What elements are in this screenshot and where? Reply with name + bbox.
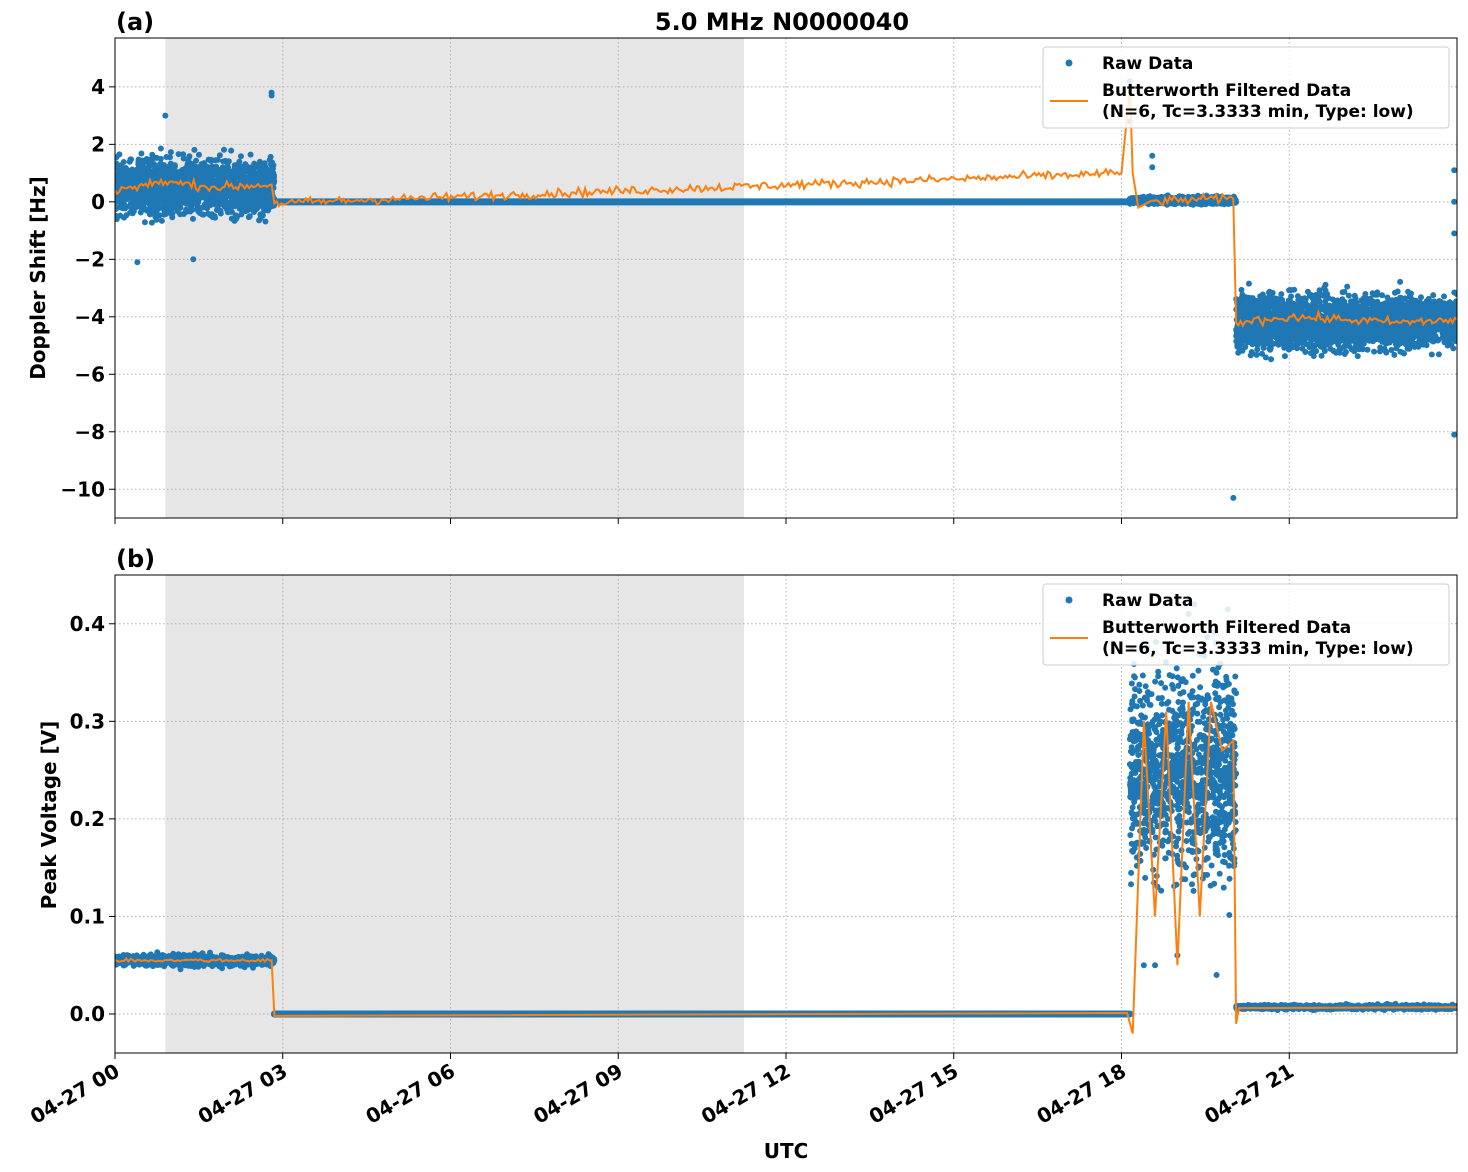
x-tick-label: 04-27 09	[529, 1059, 627, 1129]
panel-b-shaded-region	[165, 575, 745, 1053]
panel-a-y-tick-label: −2	[74, 247, 105, 271]
panel-a-y-tick-label: −10	[60, 477, 105, 501]
panel-b-filtered-line	[115, 701, 1457, 1034]
panel-b-legend-raw-label: Raw Data	[1102, 591, 1193, 611]
panel-a: 4 2 0 −2 −4 −6 −8 −10 (a) 5.0 MHz N0000040 Dopp…	[26, 8, 1458, 524]
panel-a-filtered-line	[115, 86, 1457, 328]
panel-b-legend-box	[1042, 583, 1450, 666]
x-tick-label: 04-27 12	[697, 1059, 795, 1129]
panel-a-legend-raw-label: Raw Data	[1102, 54, 1193, 74]
panel-a-legend-raw-marker	[1065, 59, 1073, 67]
x-tick-label: 04-27 00	[26, 1059, 124, 1129]
x-tick-label: 04-27 15	[865, 1059, 963, 1129]
panel-a-shaded-region	[165, 38, 745, 518]
panel-a-legend-box	[1042, 46, 1450, 129]
raw-data-points	[115, 601, 1457, 1014]
panel-a-y-axis-label: Doppler Shift [Hz]	[26, 176, 50, 380]
x-tick-label: 04-27 21	[1200, 1059, 1298, 1129]
chart-title: 5.0 MHz N0000040	[655, 8, 909, 36]
panel-b-y-tick-label: 0.0	[70, 1002, 105, 1026]
panel-b-legend-raw-marker	[1065, 596, 1073, 604]
panel-a-legend-filtered-label-1: Butterworth Filtered Data	[1102, 81, 1351, 101]
panel-a-legend: Raw Data Butterworth Filtered Data (N=6,…	[1042, 46, 1450, 129]
panel-b-y-ticks: 0.0 0.1 0.2 0.3 0.4	[70, 612, 115, 1026]
panel-b-x-ticks: 04-27 00 04-27 03 04-27 06 04-27 09 04-27 12…	[26, 1053, 1298, 1129]
panel-a-y-tick-label: −4	[74, 305, 105, 329]
panel-a-x-ticks	[114, 518, 1290, 524]
panel-a-raw-data	[115, 78, 1457, 501]
x-tick-label: 04-27 18	[1032, 1059, 1130, 1129]
panel-a-label: (a)	[116, 8, 154, 36]
panel-b-y-axis-label: Peak Voltage [V]	[37, 721, 61, 910]
x-tick-label: 04-27 03	[194, 1059, 292, 1129]
panel-a-y-tick-label: 2	[91, 132, 105, 156]
panel-a-y-tick-label: 0	[91, 190, 105, 214]
x-axis-label: UTC	[764, 1139, 809, 1163]
panel-b-legend: Raw Data Butterworth Filtered Data (N=6,…	[1042, 583, 1450, 666]
panel-b-y-tick-label: 0.2	[70, 807, 105, 831]
panel-b-y-tick-label: 0.4	[70, 612, 105, 636]
panel-b-legend-filtered-label-1: Butterworth Filtered Data	[1102, 618, 1351, 638]
x-tick-label: 04-27 06	[361, 1059, 459, 1129]
panel-b-y-tick-label: 0.1	[70, 904, 105, 928]
panel-a-y-tick-label: 4	[91, 75, 105, 99]
panel-b-label: (b)	[116, 545, 155, 573]
panel-b-legend-filtered-label-2: (N=6, Tc=3.3333 min, Type: low)	[1102, 639, 1414, 659]
panel-b: 0.0 0.1 0.2 0.3 0.4 04-27 00 04-27 03 04-27 06…	[26, 545, 1458, 1163]
panel-a-legend-filtered-label-2: (N=6, Tc=3.3333 min, Type: low)	[1102, 102, 1414, 122]
panel-a-y-tick-label: −6	[74, 362, 105, 386]
panel-a-y-ticks: 4 2 0 −2 −4 −6 −8 −10	[60, 75, 115, 501]
panel-a-y-tick-label: −8	[74, 420, 105, 444]
panel-b-y-tick-label: 0.3	[70, 709, 105, 733]
